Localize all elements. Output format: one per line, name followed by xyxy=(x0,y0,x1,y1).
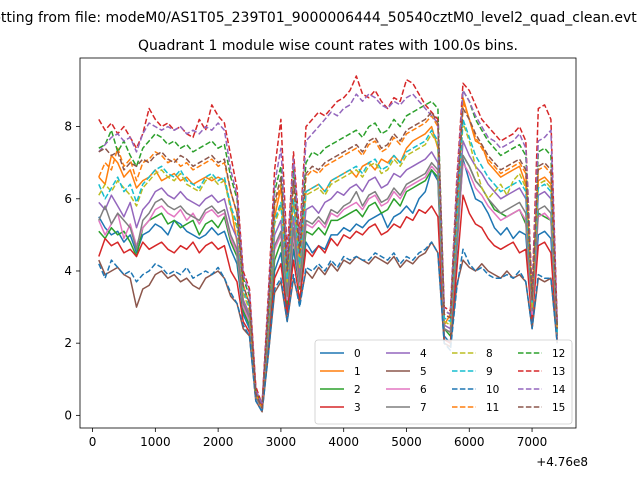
legend-label-7: 7 xyxy=(420,402,427,414)
legend-label-9: 9 xyxy=(486,366,493,378)
y-tick-label: 4 xyxy=(64,264,72,278)
y-tick-label: 6 xyxy=(64,192,72,206)
series-line-15 xyxy=(98,107,558,409)
series-line-12 xyxy=(98,89,558,406)
series-line-14 xyxy=(98,89,558,406)
x-tick-label: 6000 xyxy=(454,435,485,449)
series-line-7 xyxy=(98,154,558,409)
x-tick-label: 1000 xyxy=(140,435,171,449)
x-tick-label: 0 xyxy=(89,435,97,449)
legend-label-5: 5 xyxy=(420,366,427,378)
legend-label-6: 6 xyxy=(420,384,427,396)
legend-label-3: 3 xyxy=(354,402,361,414)
x-tick-label: 5000 xyxy=(391,435,422,449)
series-line-3 xyxy=(98,194,558,409)
y-tick-label: 2 xyxy=(64,336,72,350)
series-line-11 xyxy=(98,100,558,409)
axes-frame xyxy=(79,57,577,429)
x-tick-label: 7000 xyxy=(517,435,548,449)
series-line-4 xyxy=(98,140,558,409)
y-tick-label: 0 xyxy=(64,408,72,422)
y-tick-label: 8 xyxy=(64,120,72,134)
legend-label-1: 1 xyxy=(354,366,361,378)
legend-label-4: 4 xyxy=(420,348,427,360)
series-layer xyxy=(98,75,558,413)
x-tick-label: 4000 xyxy=(328,435,359,449)
x-offset-label: +4.76e8 xyxy=(536,455,588,469)
legend-box xyxy=(314,339,573,425)
legend-label-2: 2 xyxy=(354,384,361,396)
chart-title: Quadrant 1 module wise count rates with … xyxy=(138,38,518,54)
legend-label-14: 14 xyxy=(552,384,566,396)
legend-label-15: 15 xyxy=(552,402,565,414)
figure-suptitle: Plotting from file: modeM0/AS1T05_239T01… xyxy=(0,10,637,26)
series-line-5 xyxy=(98,241,558,413)
legend-label-0: 0 xyxy=(354,348,361,360)
x-tick-label: 2000 xyxy=(203,435,234,449)
x-tick-label: 3000 xyxy=(266,435,297,449)
series-line-10 xyxy=(98,241,558,413)
legend-label-10: 10 xyxy=(486,384,499,396)
series-line-9 xyxy=(98,118,558,409)
series-line-8 xyxy=(98,122,558,409)
legend-label-12: 12 xyxy=(552,348,565,360)
legend-label-11: 11 xyxy=(486,402,499,414)
series-line-6 xyxy=(98,161,558,409)
legend-label-13: 13 xyxy=(552,366,565,378)
legend-label-8: 8 xyxy=(486,348,493,360)
axes-layer: 0 1000 2000 3000 4000 5000 6000 7000 0 2 4 6 8 xyxy=(64,57,577,449)
